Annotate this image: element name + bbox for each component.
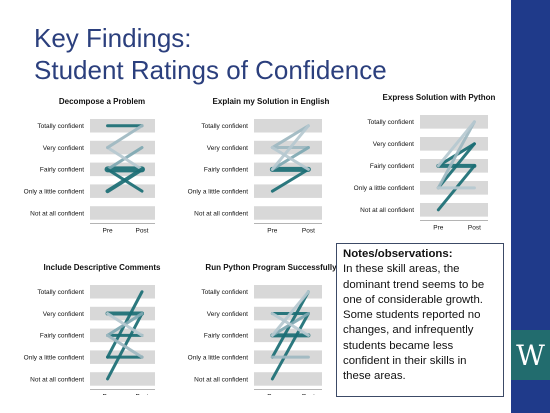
chart-title: Include Descriptive Comments	[43, 263, 161, 272]
y-tick-label: Only a little confident	[24, 354, 85, 361]
grid-band	[90, 140, 155, 155]
notes-body: In these skill areas, the dominant trend…	[343, 263, 485, 383]
series-line	[436, 120, 476, 190]
grid-band	[90, 372, 155, 386]
series-line	[436, 142, 476, 190]
grid-band	[420, 115, 488, 129]
series-line	[270, 146, 310, 171]
y-tick-label: Only a little confident	[24, 188, 85, 195]
y-tick-label: Not at all confident	[194, 376, 248, 383]
y-tick-label: Very confident	[207, 145, 248, 152]
series-line	[106, 312, 144, 337]
chart-title: Decompose a Problem	[58, 97, 146, 106]
y-tick-label: Not at all confident	[30, 210, 84, 217]
x-tick-label: Pre	[102, 228, 113, 235]
series-line	[106, 167, 144, 193]
chart-svg: Not at all confident Only a little confid…	[24, 119, 155, 235]
series-line	[270, 167, 310, 193]
grid-band	[254, 184, 322, 198]
x-tick-label: Post	[302, 394, 315, 395]
series-line	[106, 333, 144, 359]
y-tick-label: Only a little confident	[188, 188, 249, 195]
grid-band	[90, 285, 155, 299]
grid-band	[254, 372, 322, 386]
x-tick-label: Pre	[267, 228, 278, 235]
chart-5: Run Python Program Successfully Not at al…	[172, 263, 337, 395]
slide-title-line2: Student Ratings of Confidence	[34, 55, 387, 85]
grid-band	[90, 206, 155, 220]
svg-text:W: W	[516, 339, 545, 372]
series-line	[270, 124, 310, 171]
series-line	[436, 120, 476, 168]
grid-band	[90, 184, 155, 198]
x-tick-label: Pre	[433, 225, 444, 232]
grid-band	[254, 285, 322, 299]
slide-title: Key Findings: Student Ratings of Confide…	[34, 22, 454, 86]
y-tick-label: Fairly confident	[40, 333, 84, 340]
y-tick-label: Only a little confident	[354, 185, 415, 192]
series-line	[106, 124, 144, 150]
y-tick-label: Totally confident	[37, 123, 84, 130]
chart-svg: Not at all confident Only a little confid…	[24, 285, 155, 395]
series-line	[270, 124, 310, 150]
chart-title: Express Solution with Python	[382, 93, 496, 102]
grid-band	[254, 206, 322, 220]
y-tick-label: Fairly confident	[40, 167, 84, 174]
chart-3: Express Solution with Python Not at all c…	[338, 93, 503, 241]
chart-title: Explain my Solution in English	[212, 97, 330, 106]
y-tick-label: Very confident	[207, 311, 248, 318]
chart-4: Include Descriptive Comments Not at all c…	[10, 263, 161, 395]
x-tick-label: Post	[302, 228, 315, 235]
y-tick-label: Totally confident	[201, 123, 248, 130]
series-line	[270, 290, 310, 337]
y-tick-label: Only a little confident	[188, 354, 249, 361]
y-tick-label: Totally confident	[201, 289, 248, 296]
notes-heading: Notes/observations:	[343, 248, 453, 260]
series-line	[270, 312, 310, 381]
logo: W	[511, 330, 550, 380]
x-tick-label: Post	[468, 225, 481, 232]
y-tick-label: Not at all confident	[30, 376, 84, 383]
grid-band	[254, 119, 322, 133]
y-tick-label: Very confident	[43, 145, 84, 152]
x-tick-label: Post	[135, 394, 148, 395]
y-tick-label: Not at all confident	[194, 210, 248, 217]
slide-title-line1: Key Findings:	[34, 23, 192, 53]
series-line	[106, 146, 144, 171]
x-tick-label: Pre	[267, 394, 278, 395]
series-line	[270, 312, 310, 337]
y-tick-label: Fairly confident	[370, 163, 414, 170]
chart-svg: Not at all confident Only a little confid…	[188, 285, 322, 395]
y-tick-label: Very confident	[43, 311, 84, 318]
y-tick-label: Very confident	[373, 141, 414, 148]
notes-box: Notes/observations: In these skill areas…	[336, 243, 504, 397]
x-tick-label: Pre	[102, 394, 113, 395]
chart-title: Run Python Program Successfully	[205, 263, 337, 272]
y-tick-label: Not at all confident	[360, 207, 414, 214]
y-tick-label: Totally confident	[37, 289, 84, 296]
chart-svg: Not at all confident Only a little confid…	[354, 115, 488, 232]
y-tick-label: Fairly confident	[204, 167, 248, 174]
chart-1: Decompose a Problem Not at all confident O…	[10, 97, 160, 245]
y-tick-label: Fairly confident	[204, 333, 248, 340]
chart-2: Explain my Solution in English Not at all…	[172, 97, 332, 245]
chart-svg: Not at all confident Only a little confid…	[188, 119, 322, 235]
grid-band	[420, 203, 488, 217]
logo-w-icon: W	[516, 339, 545, 372]
x-tick-label: Post	[135, 228, 148, 235]
y-tick-label: Totally confident	[367, 119, 414, 126]
